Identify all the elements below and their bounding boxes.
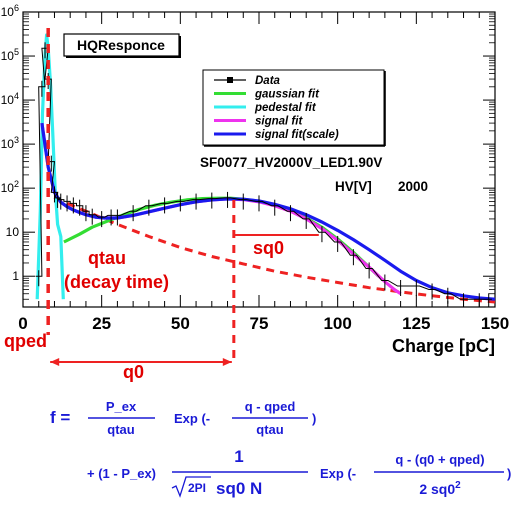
q0-arrow-right-icon — [222, 358, 232, 366]
qped-label: qped — [4, 331, 47, 351]
x-axis: 0 25 50 75 100 125 150 — [18, 12, 509, 333]
x-tick-label: 100 — [323, 314, 351, 333]
y-tick-label: 104 — [1, 91, 19, 107]
y-tick-label: 1 — [12, 269, 19, 283]
formula-num4: q - (q0 + qped) — [395, 452, 484, 467]
formula-close1: ) — [312, 411, 316, 426]
formula-exp1: Exp (- — [174, 411, 210, 426]
info-run-label: SF0077_HV2000V_LED1.90V — [200, 155, 382, 170]
y-tick-label: 103 — [1, 135, 19, 151]
formula-num2: q - qped — [245, 399, 296, 414]
x-tick-label: 50 — [171, 314, 190, 333]
y-tick-label: 105 — [1, 47, 19, 63]
q0-label: q0 — [123, 362, 144, 382]
formula-sqrt-arg: 2PI — [188, 481, 206, 495]
legend-label: Data — [255, 75, 281, 87]
legend-label: signal fit(scale) — [255, 129, 339, 141]
formula-close2: ) — [507, 466, 511, 481]
chart-title: HQResponce — [77, 37, 165, 53]
decay-time-label: (decay time) — [64, 272, 169, 292]
info-hv-label: HV[V] — [335, 179, 372, 194]
qtau-label: qtau — [88, 248, 126, 268]
legend-marker — [227, 77, 233, 83]
legend-label: signal fit — [255, 116, 303, 128]
formula-num3: 1 — [234, 447, 243, 466]
formula-f: f = — [50, 408, 70, 427]
title-box: HQResponce — [63, 33, 181, 58]
formula-num1: P_ex — [106, 399, 137, 414]
x-tick-label: 75 — [250, 314, 269, 333]
formula-den3: sq0 N — [216, 479, 262, 498]
formula: f = P_ex qtau Exp (- q - qped qtau ) + (… — [50, 399, 511, 498]
formula-den1: qtau — [107, 422, 135, 437]
formula-den4-sup: 2 — [455, 480, 461, 491]
y-tick-label: 106 — [1, 3, 19, 19]
series-qtau-decay-time — [53, 196, 496, 304]
x-tick-label: 0 — [18, 314, 27, 333]
formula-plus: + (1 - P_ex) — [87, 466, 156, 481]
q0-arrow-left-icon — [50, 358, 60, 366]
info-hv-value: 2000 — [398, 179, 428, 194]
x-tick-label: 125 — [402, 314, 430, 333]
x-tick-label: 150 — [481, 314, 509, 333]
formula-den2: qtau — [256, 422, 284, 437]
x-axis-title: Charge [pC] — [392, 336, 495, 356]
formula-den4: 2 sq02 — [419, 480, 461, 497]
series-layer — [35, 33, 496, 307]
legend-label: pedestal fit — [254, 102, 317, 114]
formula-exp2: Exp (- — [320, 466, 356, 481]
legend-label: gaussian fit — [254, 89, 320, 101]
plot-frame — [22, 11, 496, 308]
x-tick-label: 25 — [92, 314, 111, 333]
sq0-label: sq0 — [253, 238, 284, 258]
sqrt-icon — [171, 476, 211, 498]
annotation-layer: qped q0 sq0 qtau (decay time) — [4, 28, 319, 382]
y-tick-label: 10 — [6, 225, 20, 239]
y-tick-label: 102 — [1, 179, 19, 195]
